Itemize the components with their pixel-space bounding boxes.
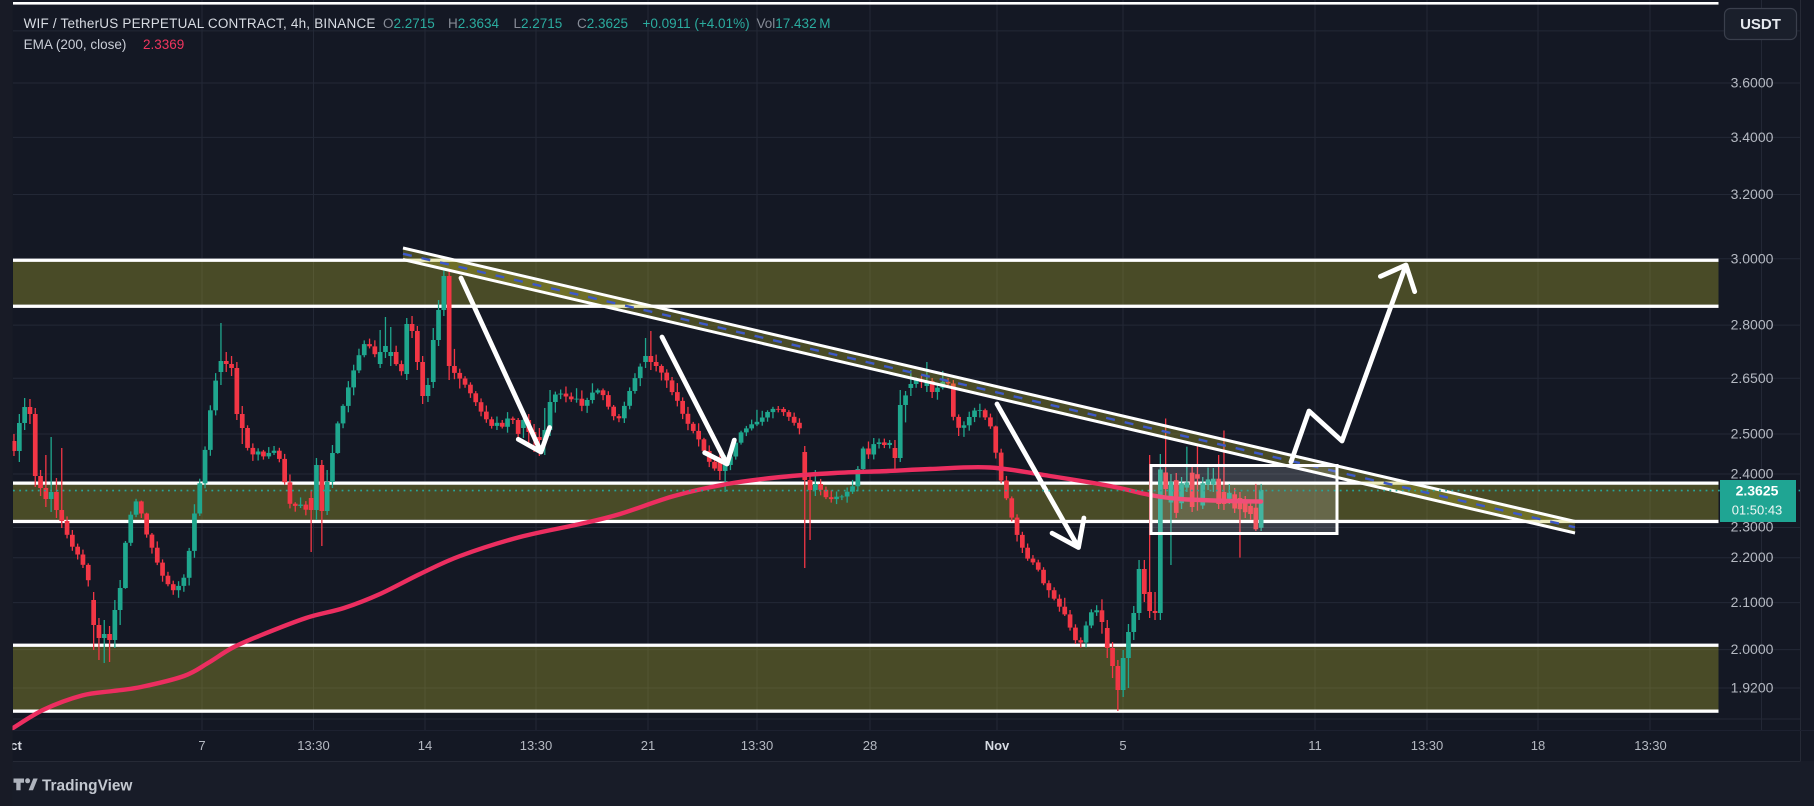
svg-text:H2.3634: H2.3634 bbox=[448, 16, 500, 31]
svg-text:3.0000: 3.0000 bbox=[1731, 250, 1774, 266]
svg-text:Nov: Nov bbox=[985, 738, 1010, 753]
svg-text:13:30: 13:30 bbox=[741, 738, 774, 753]
svg-text:2.3369: 2.3369 bbox=[143, 37, 184, 52]
svg-text:7: 7 bbox=[198, 738, 205, 753]
svg-text:+0.0911 (+4.01%): +0.0911 (+4.01%) bbox=[643, 16, 750, 31]
svg-text:13:30: 13:30 bbox=[1411, 738, 1444, 753]
svg-text:Vol17.432 M: Vol17.432 M bbox=[757, 16, 831, 31]
svg-text:TradingView: TradingView bbox=[42, 778, 132, 795]
svg-text:14: 14 bbox=[418, 738, 432, 753]
svg-text:5: 5 bbox=[1119, 738, 1126, 753]
svg-text:28: 28 bbox=[863, 738, 877, 753]
svg-text:3.6000: 3.6000 bbox=[1731, 75, 1774, 91]
svg-text:C2.3625: C2.3625 bbox=[577, 16, 628, 31]
svg-text:O2.2715: O2.2715 bbox=[383, 16, 435, 31]
svg-text:13:30: 13:30 bbox=[520, 738, 553, 753]
svg-text:2.4000: 2.4000 bbox=[1731, 466, 1774, 482]
svg-text:11: 11 bbox=[1308, 738, 1322, 753]
svg-text:2.6500: 2.6500 bbox=[1731, 370, 1774, 386]
svg-text:01:50:43: 01:50:43 bbox=[1732, 503, 1783, 518]
svg-text:13:30: 13:30 bbox=[1634, 738, 1667, 753]
svg-text:2.8000: 2.8000 bbox=[1731, 317, 1774, 333]
svg-text:WIF / TetherUS PERPETUAL CONTR: WIF / TetherUS PERPETUAL CONTRACT, 4h, B… bbox=[24, 16, 376, 31]
svg-text:13:30: 13:30 bbox=[297, 738, 330, 753]
svg-text:2.5000: 2.5000 bbox=[1731, 426, 1774, 442]
svg-text:L2.2715: L2.2715 bbox=[514, 16, 563, 31]
svg-text:3.4000: 3.4000 bbox=[1731, 129, 1774, 145]
svg-text:USDT: USDT bbox=[1740, 16, 1781, 33]
svg-text:3.2000: 3.2000 bbox=[1731, 186, 1774, 202]
svg-text:2.0000: 2.0000 bbox=[1731, 641, 1774, 657]
svg-text:2.1000: 2.1000 bbox=[1731, 594, 1774, 610]
svg-text:EMA (200, close): EMA (200, close) bbox=[24, 37, 127, 52]
svg-text:2.3625: 2.3625 bbox=[1736, 483, 1779, 499]
svg-text:2.2000: 2.2000 bbox=[1731, 549, 1774, 565]
svg-text:1.9200: 1.9200 bbox=[1731, 680, 1774, 696]
svg-text:18: 18 bbox=[1531, 738, 1545, 753]
svg-text:21: 21 bbox=[641, 738, 655, 753]
svg-text:2.3000: 2.3000 bbox=[1731, 519, 1774, 535]
